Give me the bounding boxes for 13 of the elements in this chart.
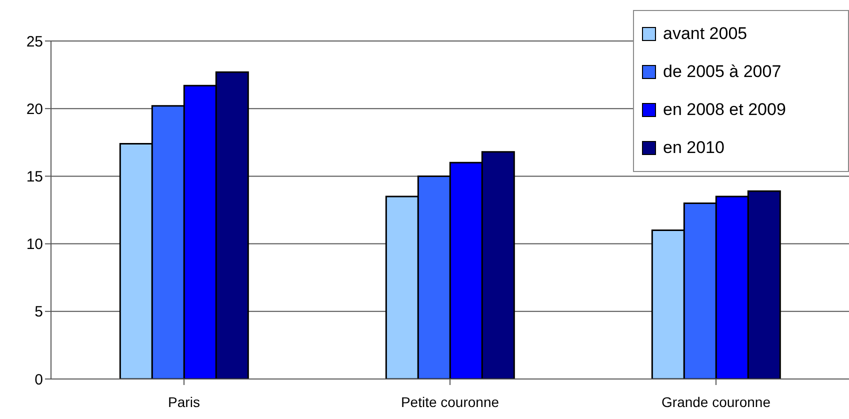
legend-label: de 2005 à 2007	[663, 62, 782, 82]
legend-label: avant 2005	[663, 24, 748, 44]
y-tick-label: 20	[26, 100, 43, 118]
legend-label: en 2010	[663, 138, 724, 158]
y-tick-label: 5	[34, 304, 43, 321]
y-tick-label: 0	[34, 371, 43, 388]
legend-label: en 2008 et 2009	[663, 100, 786, 120]
x-tick-label: Grande couronne	[662, 394, 771, 410]
y-tick-label: 15	[26, 168, 43, 186]
x-tick-label: Petite couronne	[400, 394, 500, 410]
y-tick-label: 10	[26, 236, 43, 254]
x-tick-label: Paris	[168, 394, 200, 410]
y-tick-label: 25	[26, 33, 43, 50]
